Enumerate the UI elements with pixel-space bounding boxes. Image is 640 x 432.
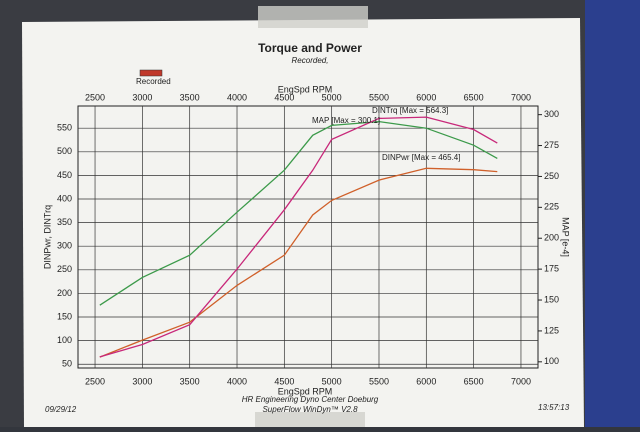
y-tick-label: 450 [57, 170, 72, 180]
x-tick-label: 6500 [464, 376, 484, 386]
y-tick-label: 150 [57, 311, 72, 321]
tape [255, 412, 365, 427]
x-tick-label: 5500 [369, 376, 389, 386]
chart-title: Torque and Power [258, 41, 362, 55]
x-tick-label: 5000 [322, 92, 342, 102]
x-tick-label: 4000 [227, 92, 247, 102]
time: 13:57:13 [538, 403, 570, 412]
tape [258, 6, 368, 28]
subtitle: Recorded, [292, 56, 329, 65]
blue-board [585, 0, 640, 427]
y-tick-label: 50 [62, 359, 72, 369]
y-axis-label: DINPwr, DINTrq [42, 205, 52, 269]
footer: SuperFlow WinDyn™ V2.8 [262, 405, 358, 414]
y-tick-label: 100 [57, 335, 72, 345]
x-tick-label: 3500 [180, 376, 200, 386]
x-tick-label: 4000 [227, 376, 247, 386]
y2-tick-label: 125 [544, 325, 559, 335]
y-tick-label: 500 [57, 146, 72, 156]
x-axis-label: EngSpd RPM [278, 386, 333, 396]
y-tick-label: 200 [57, 288, 72, 298]
legend-swatch [139, 69, 163, 77]
y2-axis-label: MAP [e-4] [561, 217, 571, 257]
x-tick-label: 4500 [274, 376, 294, 386]
x-tick-label: 5500 [369, 92, 389, 102]
x-tick-label: 4500 [274, 92, 294, 102]
y2-tick-label: 225 [544, 202, 559, 212]
x-axis-label: EngSpd RPM [278, 84, 333, 94]
x-tick-label: 3500 [180, 92, 200, 102]
series-line [99, 167, 498, 358]
y2-tick-label: 250 [544, 171, 559, 181]
y2-tick-label: 100 [544, 356, 559, 366]
y2-tick-label: 150 [544, 294, 559, 304]
x-tick-label: 6000 [416, 92, 436, 102]
y-tick-label: 250 [57, 264, 72, 274]
x-tick-label: 6500 [464, 92, 484, 102]
y2-tick-label: 175 [544, 264, 559, 274]
y2-tick-label: 275 [544, 140, 559, 150]
legend-label: Recorded [136, 77, 171, 86]
footer: HR Engineering Dyno Center Doeburg [242, 395, 379, 404]
annotation: DINTrq [Max = 564.3] [372, 106, 448, 115]
y2-tick-label: 300 [544, 109, 559, 119]
x-tick-label: 3000 [132, 376, 152, 386]
x-tick-label: 7000 [511, 92, 531, 102]
x-tick-label: 5000 [322, 376, 342, 386]
x-tick-label: 3000 [132, 92, 152, 102]
series-line [99, 120, 498, 306]
x-tick-label: 2500 [85, 92, 105, 102]
series-line [99, 116, 498, 358]
x-tick-label: 2500 [85, 376, 105, 386]
x-tick-label: 6000 [416, 376, 436, 386]
plot-area [77, 105, 539, 369]
y2-tick-label: 200 [544, 233, 559, 243]
x-tick-label: 7000 [511, 376, 531, 386]
y-tick-label: 400 [57, 193, 72, 203]
y-tick-label: 350 [57, 217, 72, 227]
y-tick-label: 550 [57, 123, 72, 133]
annotation: DINPwr [Max = 465.4] [382, 153, 460, 162]
date: 09/29/12 [45, 405, 77, 414]
y-tick-label: 300 [57, 241, 72, 251]
annotation: MAP [Max = 300.1] [312, 116, 380, 125]
